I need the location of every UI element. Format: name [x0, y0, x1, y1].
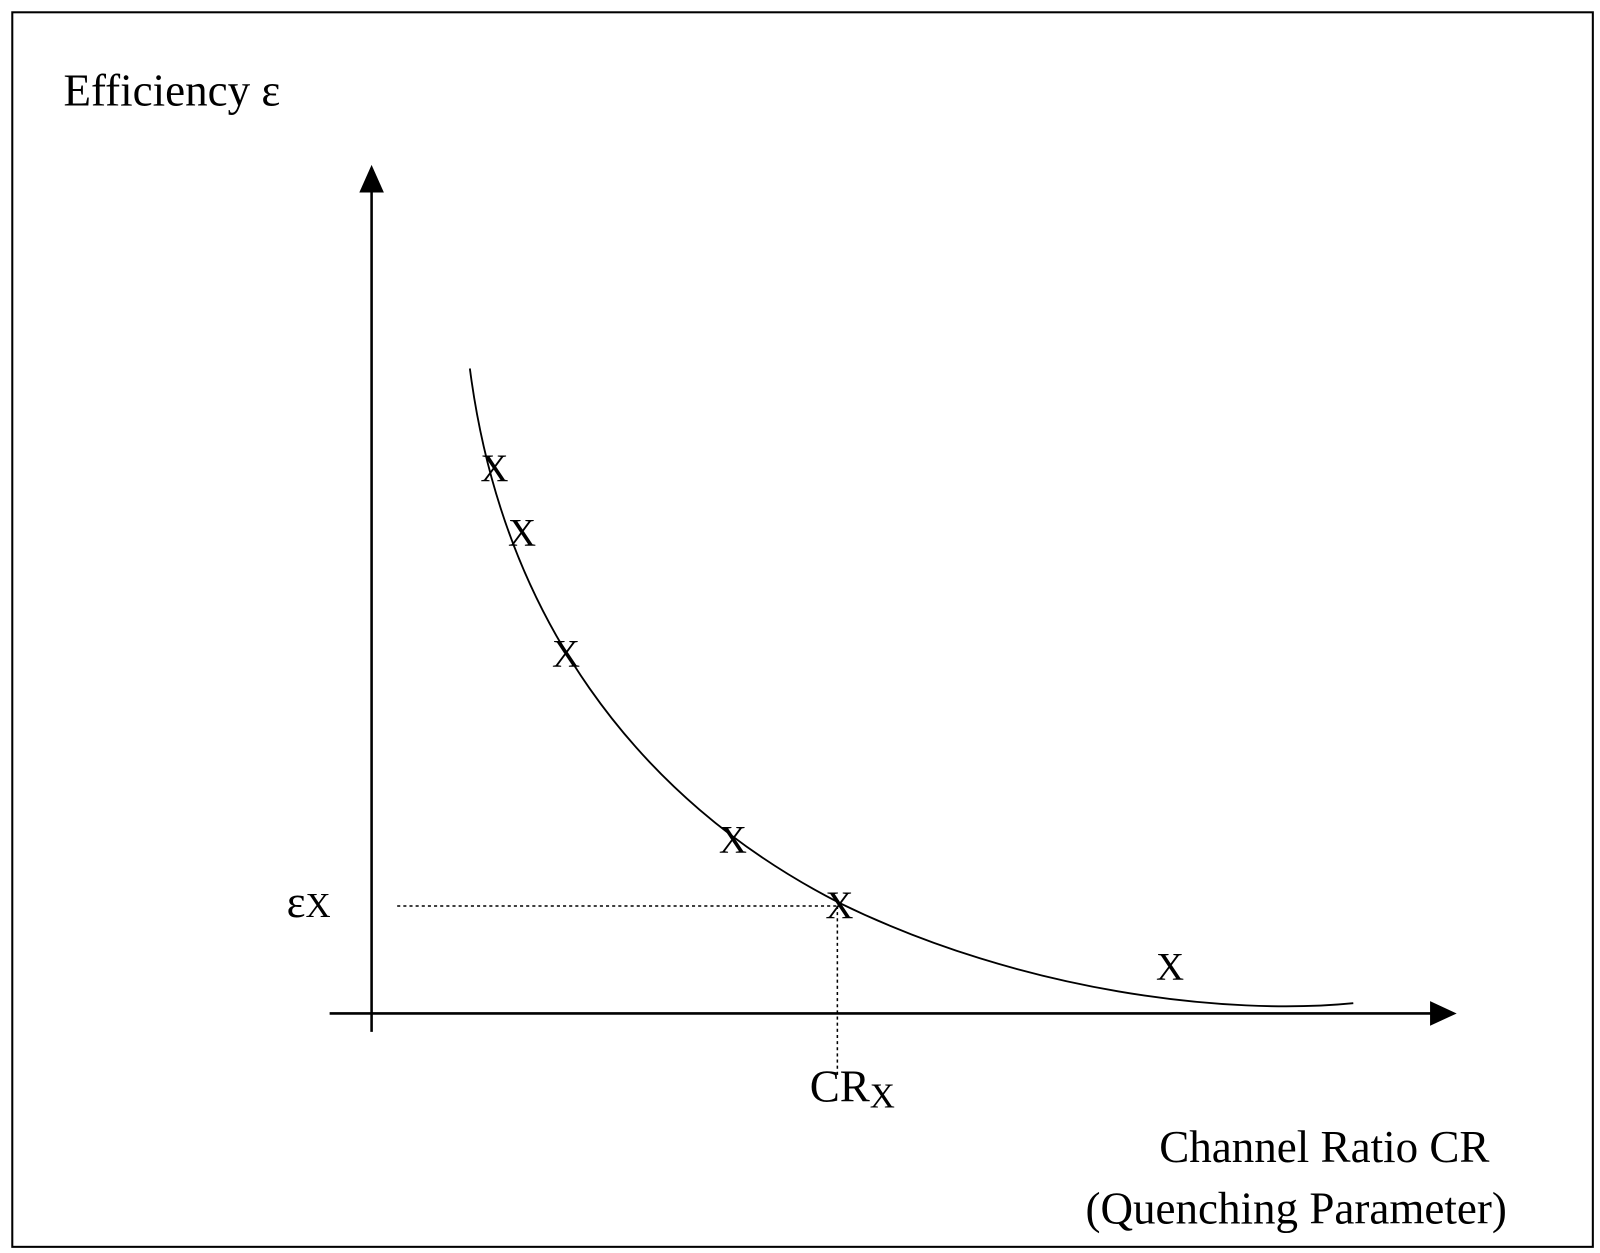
data-point-marker: X [825, 884, 853, 927]
y-reference-label: εX [287, 877, 331, 927]
x-axis-label-line: (Quenching Parameter) [1085, 1183, 1506, 1233]
y-axis-arrow [359, 164, 384, 193]
data-point-marker: X [1156, 946, 1184, 989]
frame [11, 11, 1594, 1248]
data-point-marker: X [480, 447, 508, 490]
x-reference-subscript: X [870, 1077, 895, 1116]
data-point-marker: X [508, 512, 536, 555]
y-axis-label: Efficiency ε [63, 65, 280, 115]
data-point-marker: X [719, 819, 747, 862]
y-reference-subscript: X [306, 886, 331, 925]
x-reference-symbol: CR [810, 1061, 870, 1111]
data-point-marker: X [552, 632, 580, 675]
x-axis-arrow [1430, 1001, 1457, 1026]
x-reference-label: CRX [810, 1061, 895, 1115]
fit-curve [468, 368, 1354, 1008]
x-axis-label-line: Channel Ratio CR [1159, 1122, 1489, 1172]
y-reference-symbol: ε [287, 877, 306, 927]
